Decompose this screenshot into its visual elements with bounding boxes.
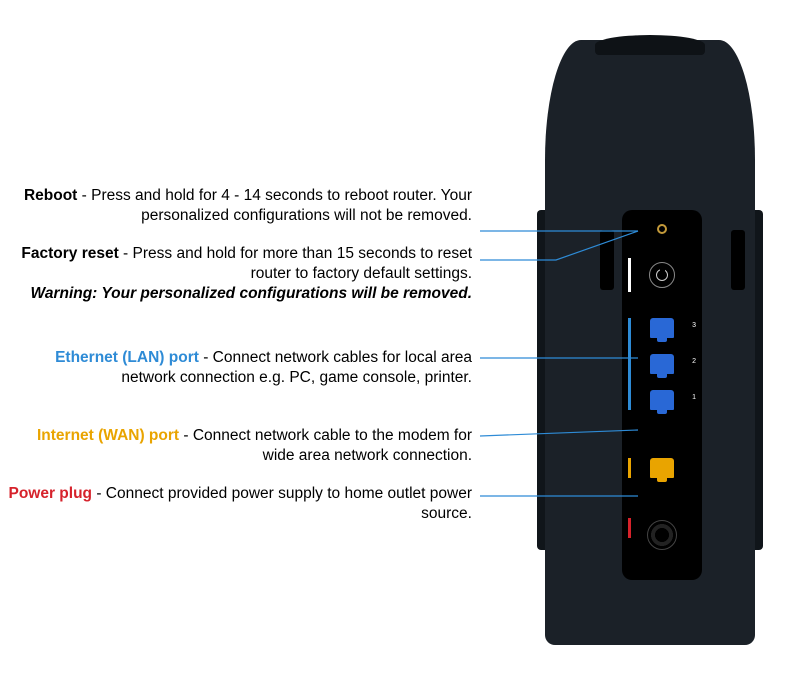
router-vent-right bbox=[731, 230, 745, 290]
lan-port-2 bbox=[650, 354, 674, 374]
label-power-body: - Connect provided power supply to home … bbox=[92, 485, 472, 522]
reset-button bbox=[649, 262, 675, 288]
reset-icon bbox=[656, 269, 668, 281]
label-factory-reset-title: Factory reset bbox=[21, 245, 118, 262]
label-ethernet-title: Ethernet (LAN) port bbox=[55, 349, 199, 366]
panel-marker-reset bbox=[628, 258, 631, 292]
wan-port bbox=[650, 458, 674, 478]
router-groove-right bbox=[755, 210, 763, 550]
lan-port-3 bbox=[650, 318, 674, 338]
label-reboot-title: Reboot bbox=[24, 187, 77, 204]
label-factory-reset: Factory reset - Press and hold for more … bbox=[7, 244, 472, 304]
lan-port-2-number: 2 bbox=[692, 358, 696, 365]
label-internet: Internet (WAN) port - Connect network ca… bbox=[7, 426, 472, 466]
label-power: Power plug - Connect provided power supp… bbox=[7, 484, 472, 524]
router-back-panel: 3 2 1 bbox=[622, 210, 702, 580]
router-body: 3 2 1 bbox=[545, 40, 755, 645]
power-port bbox=[647, 520, 677, 550]
lan-port-1 bbox=[650, 390, 674, 410]
router-vent-left bbox=[600, 230, 614, 290]
label-ethernet: Ethernet (LAN) port - Connect network ca… bbox=[7, 348, 472, 388]
audio-jack-port bbox=[657, 224, 667, 234]
panel-marker-power bbox=[628, 518, 631, 538]
lan-port-1-number: 1 bbox=[692, 394, 696, 401]
label-internet-title: Internet (WAN) port bbox=[37, 427, 179, 444]
label-factory-reset-body: - Press and hold for more than 15 second… bbox=[119, 245, 472, 282]
panel-marker-ethernet bbox=[628, 318, 631, 410]
label-power-title: Power plug bbox=[8, 485, 92, 502]
lan-port-3-number: 3 bbox=[692, 322, 696, 329]
label-internet-body: - Connect network cable to the modem for… bbox=[179, 427, 472, 464]
label-factory-reset-warning: Warning: Your personalized configuration… bbox=[30, 285, 472, 302]
panel-marker-internet bbox=[628, 458, 631, 478]
label-reboot-body: - Press and hold for 4 - 14 seconds to r… bbox=[77, 187, 472, 224]
label-reboot: Reboot - Press and hold for 4 - 14 secon… bbox=[7, 186, 472, 226]
labels-column: Reboot - Press and hold for 4 - 14 secon… bbox=[0, 0, 480, 673]
